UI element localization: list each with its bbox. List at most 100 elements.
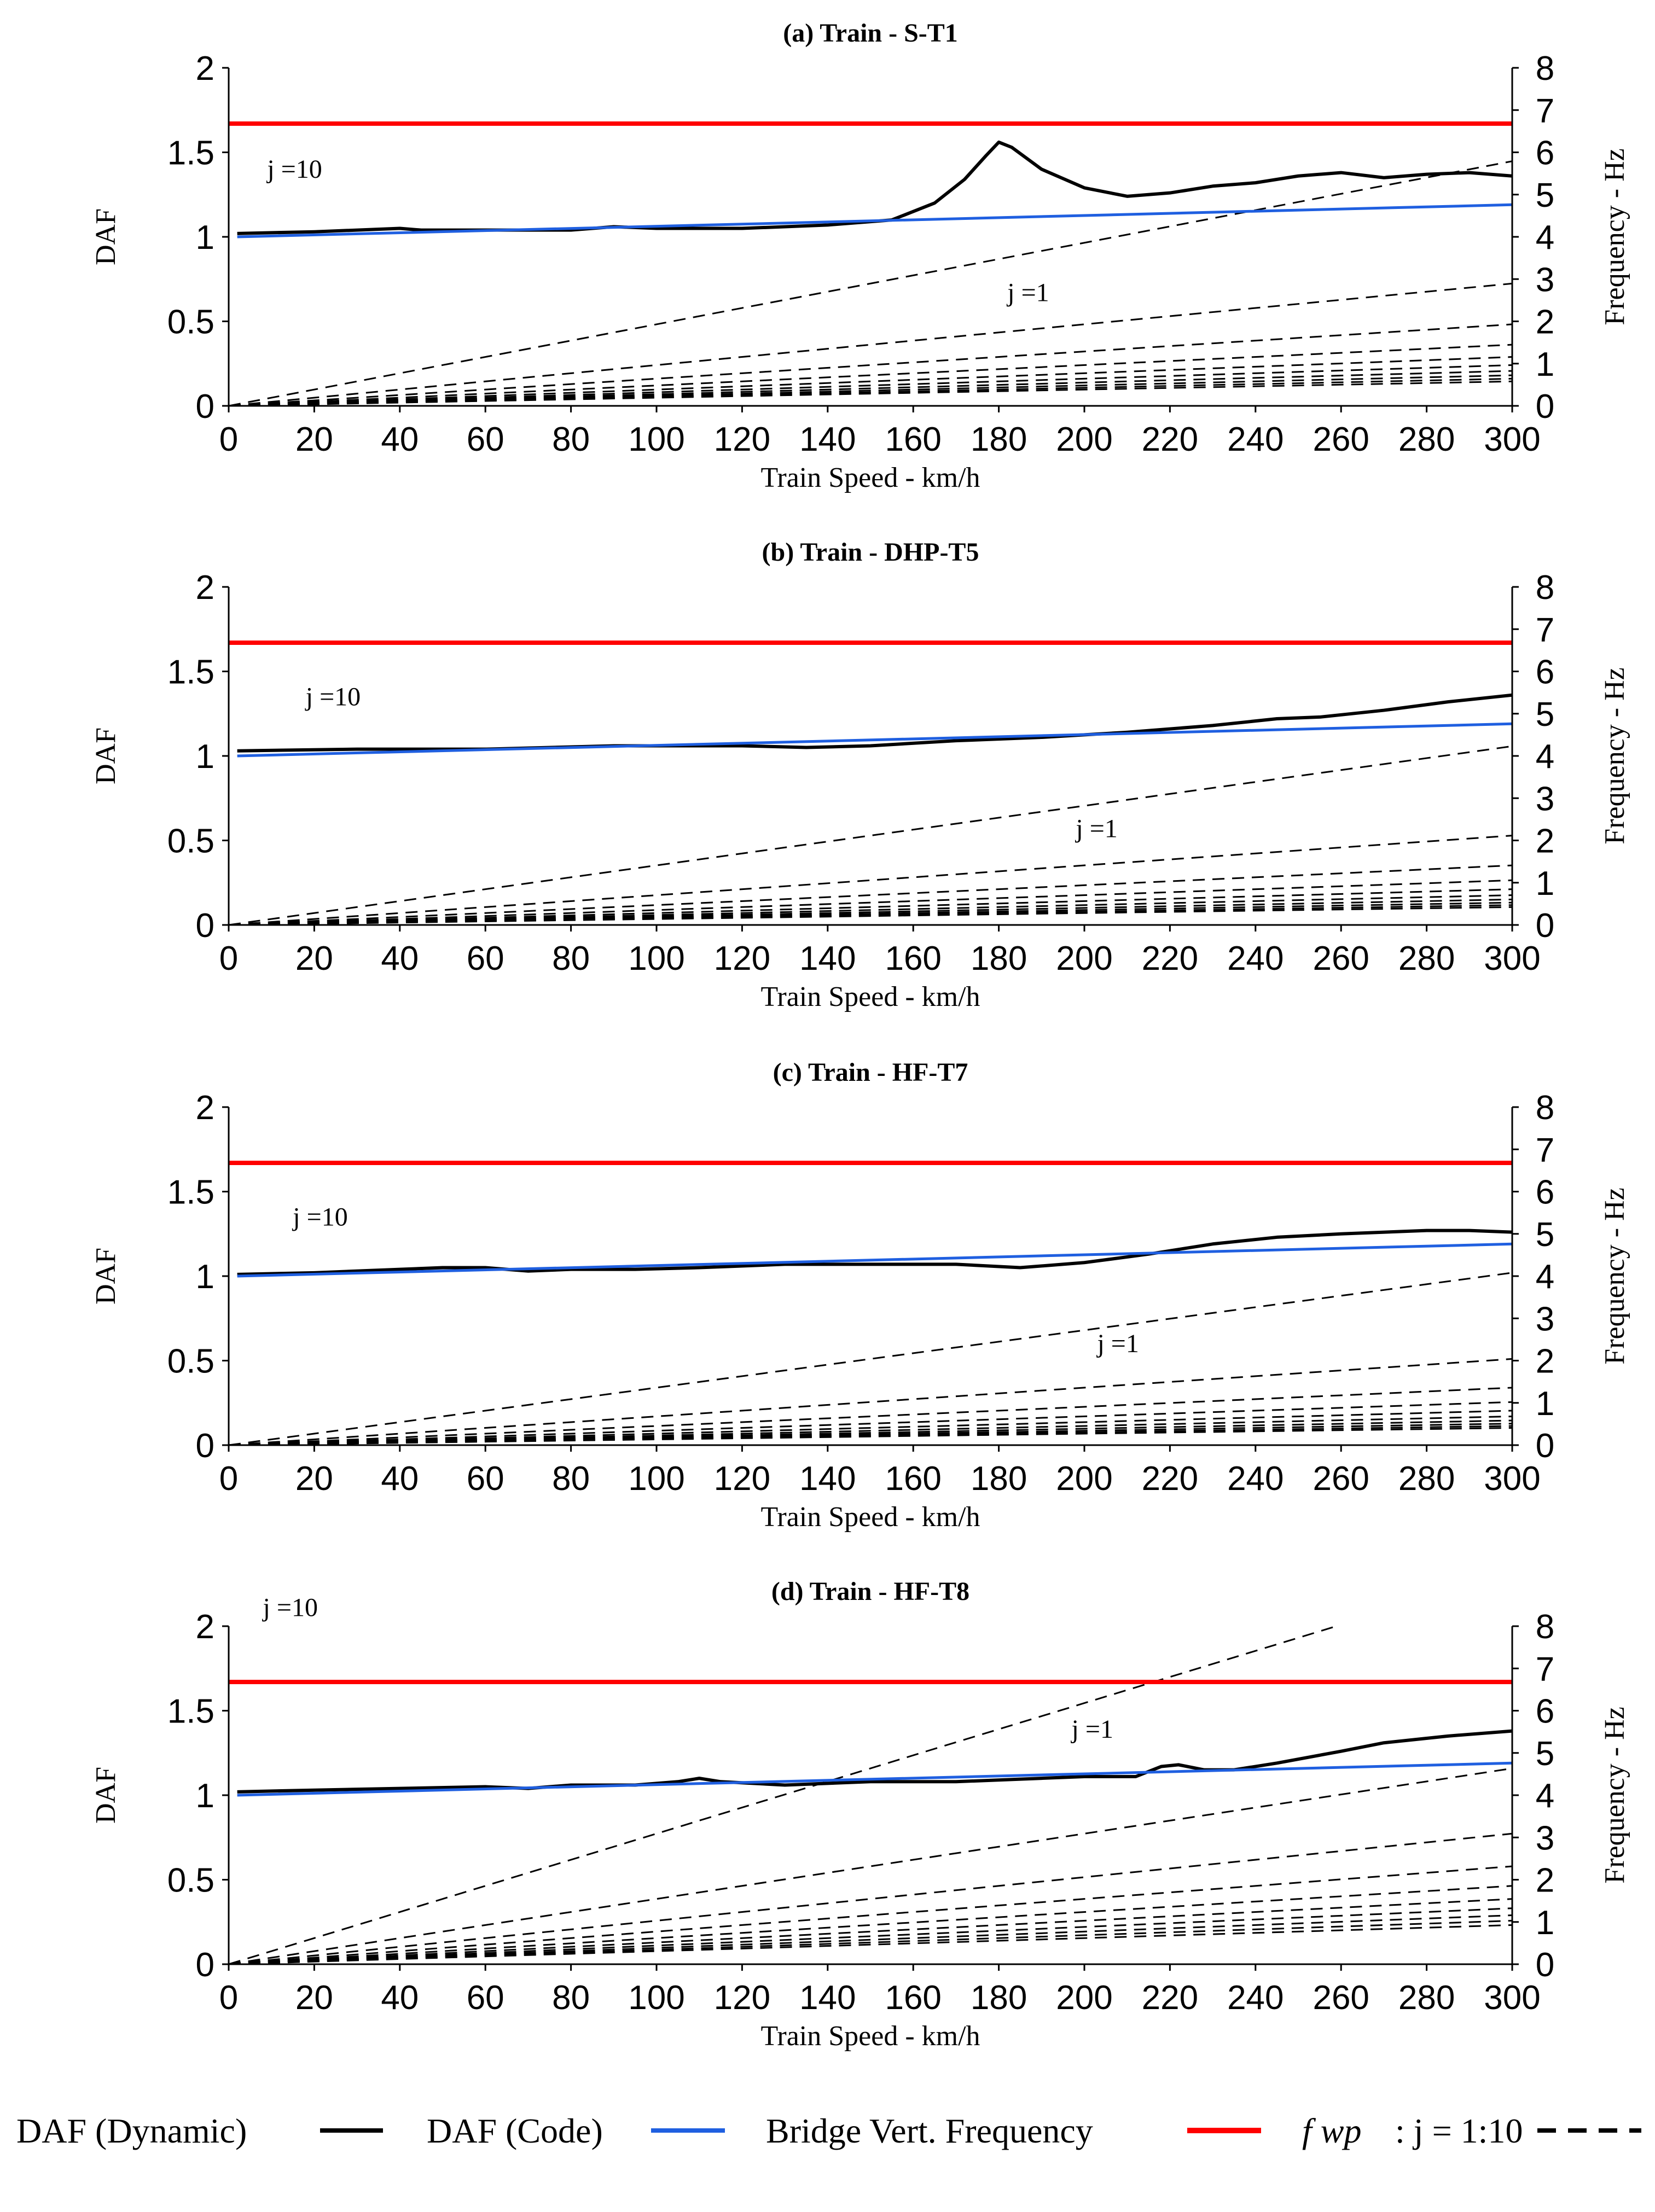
x-tick-label: 180 bbox=[971, 940, 1027, 977]
x-tick-label: 80 bbox=[552, 940, 590, 977]
fwp-line-j4 bbox=[229, 879, 1512, 925]
fwp-line-j1 bbox=[229, 1272, 1512, 1445]
fwp-lines bbox=[229, 160, 1512, 406]
x-tick-label: 160 bbox=[885, 940, 941, 977]
y-tick-label: 1.5 bbox=[167, 1693, 214, 1731]
x-tick-label: 120 bbox=[714, 1460, 770, 1498]
y-tick-label: 0 bbox=[196, 1946, 214, 1984]
x-tick-label: 300 bbox=[1484, 1979, 1540, 2017]
chart-panel-2: 0 20 40 60 80 100 120 140 160 180 200 220 240 260 280 3… bbox=[90, 538, 1630, 1012]
chart-title: (c) Train - HF-T7 bbox=[773, 1058, 968, 1087]
x-tick-label: 160 bbox=[885, 421, 941, 458]
fwp-lines bbox=[229, 745, 1512, 925]
y-tick-label: 0.5 bbox=[167, 1862, 214, 1900]
fwp-line-j6 bbox=[229, 1898, 1512, 1964]
x-tick-label: 20 bbox=[295, 1460, 333, 1498]
fwp-line-j10 bbox=[229, 380, 1512, 406]
y2-tick-label: 7 bbox=[1536, 92, 1554, 130]
x-tick-label: 260 bbox=[1313, 421, 1369, 458]
annotation: j =10 bbox=[262, 1593, 318, 1622]
y-tick-label: 1 bbox=[196, 738, 214, 776]
annotation: j =1 bbox=[1006, 278, 1049, 307]
x-tick-label: 240 bbox=[1227, 1979, 1284, 2017]
x-tick-label: 40 bbox=[381, 421, 419, 458]
y2-tick-label: 5 bbox=[1536, 177, 1554, 214]
x-tick-label: 20 bbox=[295, 1979, 333, 2017]
y-axis-label: DAF bbox=[90, 727, 121, 784]
x-tick-label: 260 bbox=[1313, 940, 1369, 977]
chart-title: (d) Train - HF-T8 bbox=[771, 1577, 969, 1606]
annotation: j =10 bbox=[305, 682, 361, 711]
y-tick-label: 2 bbox=[196, 1608, 214, 1646]
x-tick-label: 300 bbox=[1484, 421, 1540, 458]
y2-axis-label: Frequency - Hz bbox=[1599, 667, 1630, 844]
fwp-line-j7 bbox=[229, 1907, 1512, 1964]
y-axis-label: DAF bbox=[90, 1248, 121, 1305]
y2-tick-label: 4 bbox=[1536, 738, 1554, 776]
daf-code-line bbox=[237, 722, 1512, 758]
y2-tick-label: 2 bbox=[1536, 1343, 1554, 1381]
fwp-line-j2 bbox=[229, 1767, 1512, 1964]
y2-tick-label: 8 bbox=[1536, 1089, 1554, 1127]
x-tick-label: 160 bbox=[885, 1460, 941, 1498]
fwp-line-j9 bbox=[229, 377, 1512, 406]
daf-dynamic-line bbox=[237, 693, 1512, 753]
fwp-line-j8 bbox=[229, 374, 1512, 406]
fwp-line-j10 bbox=[229, 1924, 1512, 1964]
x-tick-label: 280 bbox=[1398, 940, 1455, 977]
x-tick-label: 280 bbox=[1398, 1460, 1455, 1498]
y-tick-label: 0 bbox=[196, 1427, 214, 1465]
x-tick-label: 180 bbox=[971, 1979, 1027, 2017]
x-tick-label: 240 bbox=[1227, 1460, 1284, 1498]
x-axis-label: Train Speed - km/h bbox=[760, 1501, 980, 1533]
x-tick-label: 240 bbox=[1227, 421, 1284, 458]
y2-tick-label: 1 bbox=[1536, 346, 1554, 383]
x-tick-label: 220 bbox=[1142, 1460, 1198, 1498]
fwp-line-j8 bbox=[229, 1423, 1512, 1445]
y2-tick-label: 2 bbox=[1536, 823, 1554, 860]
y2-tick-label: 5 bbox=[1536, 1735, 1554, 1773]
y2-tick-label: 1 bbox=[1536, 865, 1554, 903]
x-tick-label: 0 bbox=[219, 1460, 238, 1498]
y2-tick-label: 7 bbox=[1536, 1131, 1554, 1169]
y2-tick-label: 4 bbox=[1536, 1258, 1554, 1296]
y2-tick-label: 8 bbox=[1536, 569, 1554, 607]
x-tick-label: 80 bbox=[552, 1979, 590, 2017]
y2-axis-label: Frequency - Hz bbox=[1599, 1707, 1630, 1883]
y2-tick-label: 0 bbox=[1536, 907, 1554, 945]
y2-tick-label: 6 bbox=[1536, 654, 1554, 691]
y2-tick-label: 7 bbox=[1536, 1650, 1554, 1688]
y2-tick-label: 8 bbox=[1536, 1608, 1554, 1646]
legend: DAF (Dynamic) DAF (Code) Bridge Vert. Freq… bbox=[16, 2111, 1641, 2150]
y-tick-label: 1.5 bbox=[167, 654, 214, 691]
y2-tick-label: 0 bbox=[1536, 1946, 1554, 1984]
x-tick-label: 60 bbox=[467, 1460, 504, 1498]
fwp-line-j5 bbox=[229, 1885, 1512, 1964]
fwp-lines bbox=[229, 1626, 1512, 1964]
x-tick-label: 60 bbox=[467, 421, 504, 458]
x-tick-label: 200 bbox=[1056, 1979, 1112, 2017]
fwp-line-j5 bbox=[229, 888, 1512, 925]
x-tick-label: 80 bbox=[552, 1460, 590, 1498]
fwp-line-j8 bbox=[229, 901, 1512, 925]
y-tick-label: 1.5 bbox=[167, 135, 214, 172]
x-tick-label: 0 bbox=[219, 1979, 238, 2017]
x-tick-label: 180 bbox=[971, 421, 1027, 458]
y-tick-label: 0 bbox=[196, 388, 214, 426]
fwp-line-j6 bbox=[229, 894, 1512, 925]
fwp-line-j9 bbox=[229, 904, 1512, 925]
y2-tick-label: 1 bbox=[1536, 1904, 1554, 1942]
y2-tick-label: 6 bbox=[1536, 135, 1554, 172]
x-tick-label: 220 bbox=[1142, 421, 1198, 458]
daf-code-line bbox=[237, 1242, 1512, 1278]
legend-label: Bridge Vert. Frequency bbox=[766, 2111, 1093, 2150]
x-tick-label: 100 bbox=[628, 421, 684, 458]
chart-panel-3: 0 20 40 60 80 100 120 140 160 180 200 220 240 260 280 3… bbox=[90, 1058, 1630, 1533]
x-axis-label: Train Speed - km/h bbox=[760, 2021, 980, 2052]
y2-tick-label: 5 bbox=[1536, 696, 1554, 734]
y2-axis-label: Frequency - Hz bbox=[1599, 148, 1630, 325]
y2-tick-label: 6 bbox=[1536, 1693, 1554, 1731]
x-tick-label: 60 bbox=[467, 1979, 504, 2017]
x-tick-label: 160 bbox=[885, 1979, 941, 2017]
y-tick-label: 1 bbox=[196, 1258, 214, 1296]
